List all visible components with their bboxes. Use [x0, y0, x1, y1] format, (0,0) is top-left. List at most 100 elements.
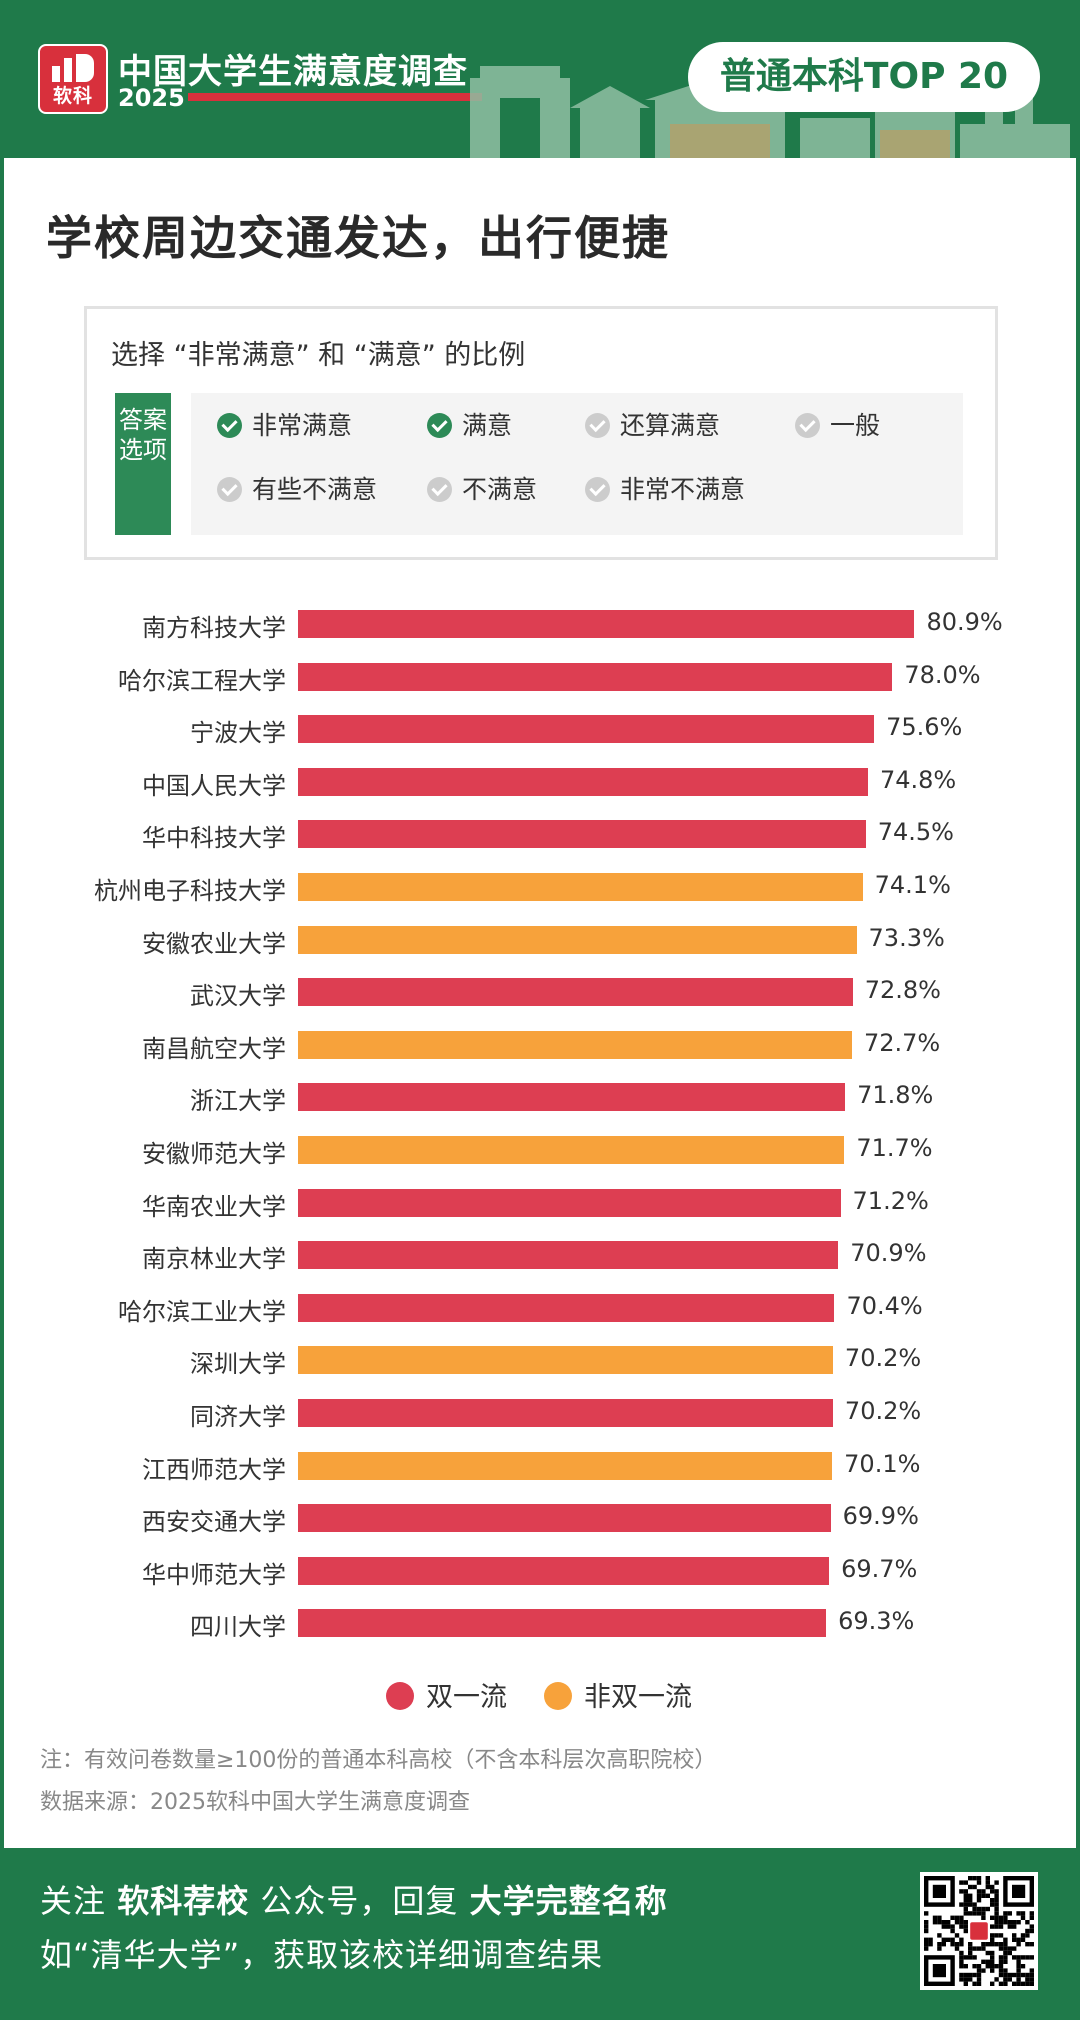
- options-tag: 答案选项: [115, 393, 171, 535]
- option-label: 不满意: [462, 475, 538, 504]
- logo-bars-icon: [52, 54, 98, 82]
- footer: 关注 软科荐校 公众号，回复 大学完整名称 如“清华大学”，获取该校详细调查结果: [0, 1848, 1080, 2020]
- bar: [298, 715, 875, 744]
- chart-row: 杭州电子科技大学 74.1%: [4, 861, 1076, 914]
- category-label: 宁波大学: [190, 719, 286, 748]
- check-icon: [427, 412, 452, 438]
- legend-swatch: [544, 1681, 572, 1710]
- value-label: 70.2%: [844, 1344, 922, 1373]
- bar: [298, 1399, 833, 1427]
- legend-label: 双一流: [426, 1682, 507, 1713]
- chart-row: 哈尔滨工业大学 70.4%: [4, 1282, 1076, 1335]
- category-label: 华中科技大学: [142, 824, 286, 853]
- check-icon: [217, 412, 242, 438]
- legend-item: 双一流: [386, 1680, 507, 1716]
- bar: [298, 925, 857, 954]
- bar: [298, 1083, 846, 1112]
- legend-item: 非双一流: [544, 1680, 692, 1716]
- check-icon: [585, 412, 610, 438]
- bar-chart: 南方科技大学 80.9% 哈尔滨工程大学 78.0% 宁波大学 75.6% 中国人民大学 74…: [4, 598, 1076, 1641]
- title-underline: [188, 93, 482, 101]
- value-label: 72.7%: [863, 1028, 941, 1057]
- footer-text: 公众号，回复: [249, 1882, 470, 1920]
- option-item: 非常不满意: [585, 473, 745, 507]
- chart-row: 华中科技大学 74.5%: [4, 808, 1076, 861]
- category-label: 哈尔滨工业大学: [118, 1297, 286, 1326]
- reply-keyword: 大学完整名称: [469, 1882, 668, 1920]
- chart-row: 武汉大学 72.8%: [4, 966, 1076, 1019]
- top20-badge: 普通本科TOP 20: [688, 42, 1040, 112]
- campus-skyline-icon: [470, 66, 1070, 158]
- category-label: 武汉大学: [190, 982, 286, 1011]
- answer-options-box: 选择 “非常满意” 和 “满意” 的比例 答案选项 非常满意 满意 还算满意 一…: [84, 306, 998, 560]
- account-name: 软科荐校: [117, 1882, 250, 1920]
- category-label: 四川大学: [190, 1613, 286, 1642]
- option-item: 满意: [427, 409, 512, 443]
- category-label: 杭州电子科技大学: [94, 877, 286, 905]
- chart-row: 西安交通大学 69.9%: [4, 1492, 1076, 1545]
- option-label: 还算满意: [620, 411, 721, 440]
- check-icon: [795, 412, 820, 438]
- chart-row: 南方科技大学 80.9%: [4, 598, 1076, 651]
- option-item: 一般: [795, 409, 880, 443]
- chart-row: 华中师范大学 69.7%: [4, 1545, 1076, 1598]
- value-label: 72.8%: [864, 976, 941, 1005]
- check-icon: [217, 476, 242, 502]
- option-label: 一般: [830, 411, 881, 440]
- category-label: 安徽师范大学: [142, 1140, 286, 1168]
- value-label: 70.1%: [844, 1449, 921, 1478]
- value-label: 69.3%: [838, 1607, 915, 1636]
- category-label: 安徽农业大学: [142, 929, 286, 958]
- bar: [298, 1556, 830, 1585]
- chart-row: 南昌航空大学 72.7%: [4, 1019, 1076, 1072]
- category-label: 南昌航空大学: [142, 1034, 286, 1063]
- chart-row: 中国人民大学 74.8%: [4, 756, 1076, 809]
- option-item: 不满意: [427, 473, 537, 507]
- value-label: 74.5%: [877, 818, 954, 847]
- chart-legend: 双一流 非双一流: [4, 1680, 1076, 1720]
- check-icon: [427, 476, 452, 502]
- logo: 软科: [38, 44, 108, 114]
- category-label: 深圳大学: [190, 1350, 286, 1379]
- value-label: 74.8%: [879, 765, 957, 794]
- value-label: 71.8%: [857, 1081, 934, 1110]
- bar: [298, 873, 863, 901]
- value-label: 71.2%: [852, 1186, 929, 1215]
- content-card: 学校周边交通发达，出行便捷 选择 “非常满意” 和 “满意” 的比例 答案选项 …: [4, 158, 1076, 1848]
- footer-line-1: 关注 软科荐校 公众号，回复 大学完整名称: [40, 1876, 668, 1922]
- legend-label: 非双一流: [584, 1682, 692, 1713]
- bar: [298, 820, 866, 849]
- value-label: 70.4%: [846, 1291, 923, 1320]
- value-label: 70.2%: [844, 1397, 922, 1425]
- value-label: 74.1%: [874, 871, 951, 899]
- qr-code[interactable]: [920, 1872, 1038, 1990]
- source-text: 数据来源：2025软科中国大学生满意度调查: [40, 1790, 470, 1815]
- footer-text: 关注: [40, 1882, 118, 1920]
- legend-swatch: [386, 1681, 414, 1710]
- value-label: 69.9%: [842, 1502, 919, 1531]
- page-title: 学校周边交通发达，出行便捷: [46, 211, 670, 265]
- bar: [298, 1293, 835, 1322]
- category-label: 南京林业大学: [142, 1245, 286, 1274]
- bar: [298, 1451, 833, 1480]
- chart-row: 江西师范大学 70.1%: [4, 1440, 1076, 1493]
- chart-row: 华南农业大学 71.2%: [4, 1177, 1076, 1230]
- option-label: 非常不满意: [620, 475, 746, 504]
- survey-title: 中国大学生满意度调查: [118, 52, 468, 92]
- chart-row: 同济大学 70.2%: [4, 1387, 1076, 1440]
- bar: [298, 1188, 841, 1217]
- chart-row: 南京林业大学 70.9%: [4, 1229, 1076, 1282]
- category-label: 南方科技大学: [142, 614, 286, 642]
- qr-code-icon: [924, 1876, 1034, 1986]
- options-panel: 非常满意 满意 还算满意 一般 有些不满意 不满意 非常不满意: [191, 393, 963, 535]
- bar: [298, 1030, 852, 1059]
- chart-row: 四川大学 69.3%: [4, 1597, 1076, 1650]
- bar: [298, 1241, 839, 1270]
- value-label: 73.3%: [868, 923, 945, 952]
- option-label: 有些不满意: [252, 475, 378, 504]
- value-label: 78.0%: [904, 660, 981, 689]
- chart-row: 安徽农业大学 73.3%: [4, 914, 1076, 967]
- bar: [298, 610, 915, 638]
- category-label: 西安交通大学: [142, 1508, 286, 1537]
